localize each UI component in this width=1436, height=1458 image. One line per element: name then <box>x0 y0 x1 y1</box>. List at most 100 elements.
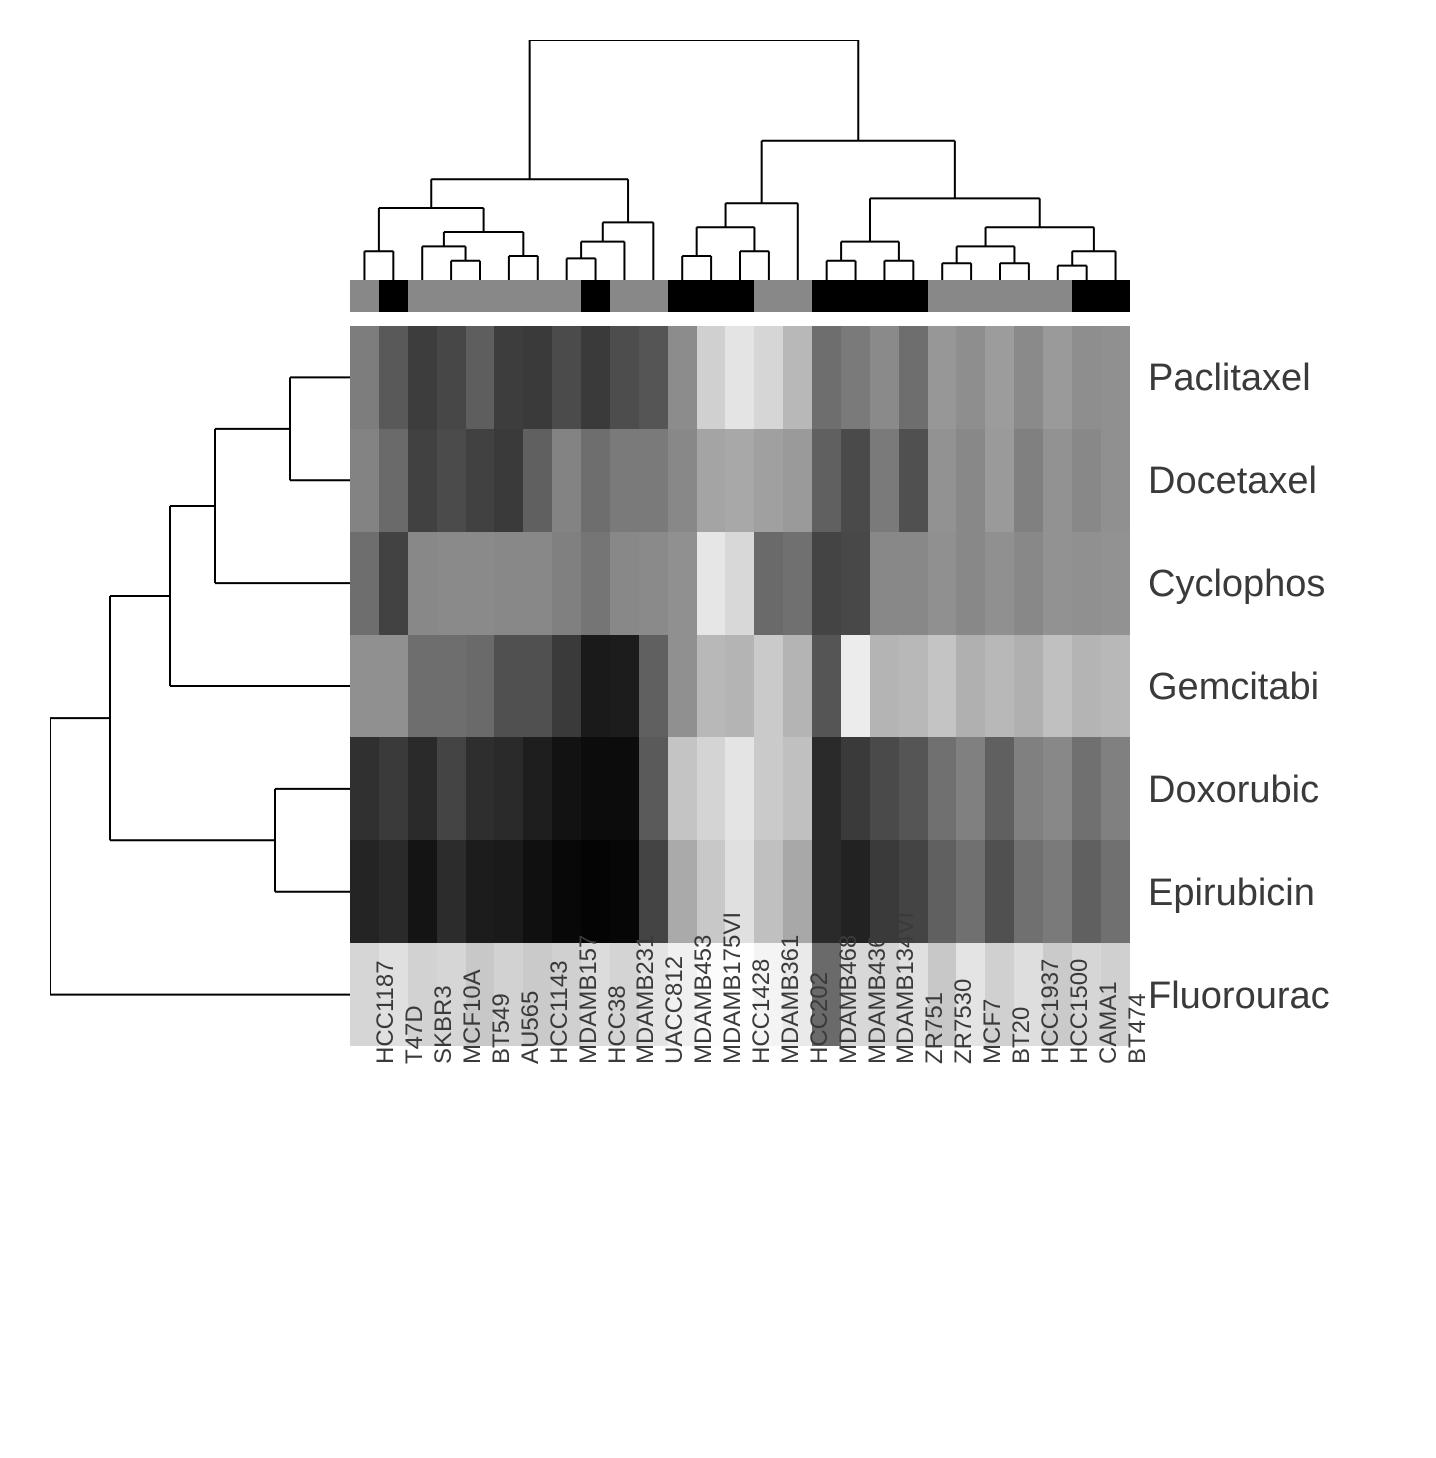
heatmap-cell <box>812 326 841 429</box>
heatmap-cell <box>639 532 668 635</box>
column-label: HCC1428 <box>748 959 776 1064</box>
heatmap-cell <box>350 326 379 429</box>
annot-cell <box>754 280 783 312</box>
heatmap-cell <box>581 429 610 532</box>
heatmap-cell <box>697 532 726 635</box>
heatmap-cell <box>552 532 581 635</box>
heatmap-cell <box>668 429 697 532</box>
heatmap-cell <box>1043 737 1072 840</box>
heatmap-cell <box>552 429 581 532</box>
annot-cell <box>494 280 523 312</box>
heatmap-cell <box>841 737 870 840</box>
heatmap-cell <box>1043 532 1072 635</box>
heatmap-cell <box>523 429 552 532</box>
heatmap-cell <box>928 429 957 532</box>
clustered-heatmap-figure: PaclitaxelDocetaxelCyclophosGemcitabiDox… <box>40 40 1396 1418</box>
heatmap-cell <box>812 429 841 532</box>
annot-cell <box>437 280 466 312</box>
heatmap-cell <box>1101 532 1130 635</box>
heatmap-cell <box>956 326 985 429</box>
heatmap-cell <box>697 635 726 738</box>
heatmap-cell <box>1014 429 1043 532</box>
annot-cell <box>466 280 495 312</box>
annot-cell <box>697 280 726 312</box>
annot-cell <box>408 280 437 312</box>
column-label: HCC202 <box>806 972 834 1064</box>
column-label: MDAMB134VI <box>892 912 920 1064</box>
heatmap-cell <box>725 737 754 840</box>
heatmap-cell <box>985 429 1014 532</box>
heatmap-cell <box>754 635 783 738</box>
heatmap-cell <box>697 326 726 429</box>
column-label: HCC1187 <box>372 960 400 1064</box>
heatmap-cell <box>379 326 408 429</box>
heatmap-cell <box>494 326 523 429</box>
heatmap-cell <box>668 635 697 738</box>
heatmap-cell <box>523 635 552 738</box>
heatmap-cell <box>350 635 379 738</box>
heatmap-cell <box>350 429 379 532</box>
heatmap-cell <box>1101 635 1130 738</box>
annot-cell <box>1072 280 1101 312</box>
column-label: MDAMB175VI <box>719 912 747 1064</box>
heatmap-cell <box>1014 840 1043 943</box>
heatmap-cell <box>552 326 581 429</box>
column-label: BT474 <box>1124 993 1152 1064</box>
heatmap-cell <box>379 737 408 840</box>
heatmap-cell <box>437 326 466 429</box>
column-label: BT20 <box>1008 1007 1036 1064</box>
annot-cell <box>523 280 552 312</box>
annot-cell <box>552 280 581 312</box>
heatmap-cell <box>841 429 870 532</box>
column-label: HCC1500 <box>1066 959 1094 1064</box>
heatmap-cell <box>956 840 985 943</box>
column-dendrogram <box>350 40 1130 280</box>
heatmap-cell <box>610 532 639 635</box>
column-label: AU565 <box>517 991 545 1064</box>
column-label: ZR751 <box>921 992 949 1064</box>
annot-cell <box>725 280 754 312</box>
heatmap-cell <box>928 840 957 943</box>
heatmap-cell <box>841 326 870 429</box>
heatmap-cell <box>581 532 610 635</box>
heatmap-cell <box>408 326 437 429</box>
heatmap-cell <box>639 840 668 943</box>
heatmap-cell <box>928 737 957 840</box>
heatmap-cell <box>812 737 841 840</box>
heatmap-cell <box>379 532 408 635</box>
heatmap-cell <box>610 326 639 429</box>
heatmap-cell <box>437 840 466 943</box>
heatmap-cell <box>783 840 812 943</box>
heatmap-cell <box>437 532 466 635</box>
heatmap-cell <box>783 429 812 532</box>
heatmap-cell <box>697 737 726 840</box>
heatmap-cell <box>985 635 1014 738</box>
heatmap-cell <box>1043 326 1072 429</box>
heatmap-cell <box>956 429 985 532</box>
row-label: Paclitaxel <box>1148 357 1311 400</box>
column-label: ZR7530 <box>950 979 978 1064</box>
column-label: UACC812 <box>661 956 689 1064</box>
heatmap-cell <box>1014 326 1043 429</box>
heatmap-cell <box>581 326 610 429</box>
heatmap-cell <box>754 326 783 429</box>
column-label: CAMA1 <box>1095 981 1123 1064</box>
heatmap-cell <box>408 635 437 738</box>
annot-cell <box>956 280 985 312</box>
heatmap-cell <box>725 326 754 429</box>
heatmap-cell <box>1072 840 1101 943</box>
annot-cell <box>1043 280 1072 312</box>
column-label: MDAMB453 <box>690 935 718 1064</box>
heatmap-cell <box>552 635 581 738</box>
heatmap-cell <box>379 840 408 943</box>
heatmap-cell <box>581 635 610 738</box>
row-label: Fluorourac <box>1148 975 1330 1018</box>
heatmap-cell <box>379 429 408 532</box>
heatmap-cell <box>1101 429 1130 532</box>
heatmap-cell <box>523 532 552 635</box>
annot-cell <box>870 280 899 312</box>
heatmap-cell <box>1072 737 1101 840</box>
heatmap-cell <box>466 737 495 840</box>
heatmap-cell <box>494 737 523 840</box>
annot-cell <box>581 280 610 312</box>
